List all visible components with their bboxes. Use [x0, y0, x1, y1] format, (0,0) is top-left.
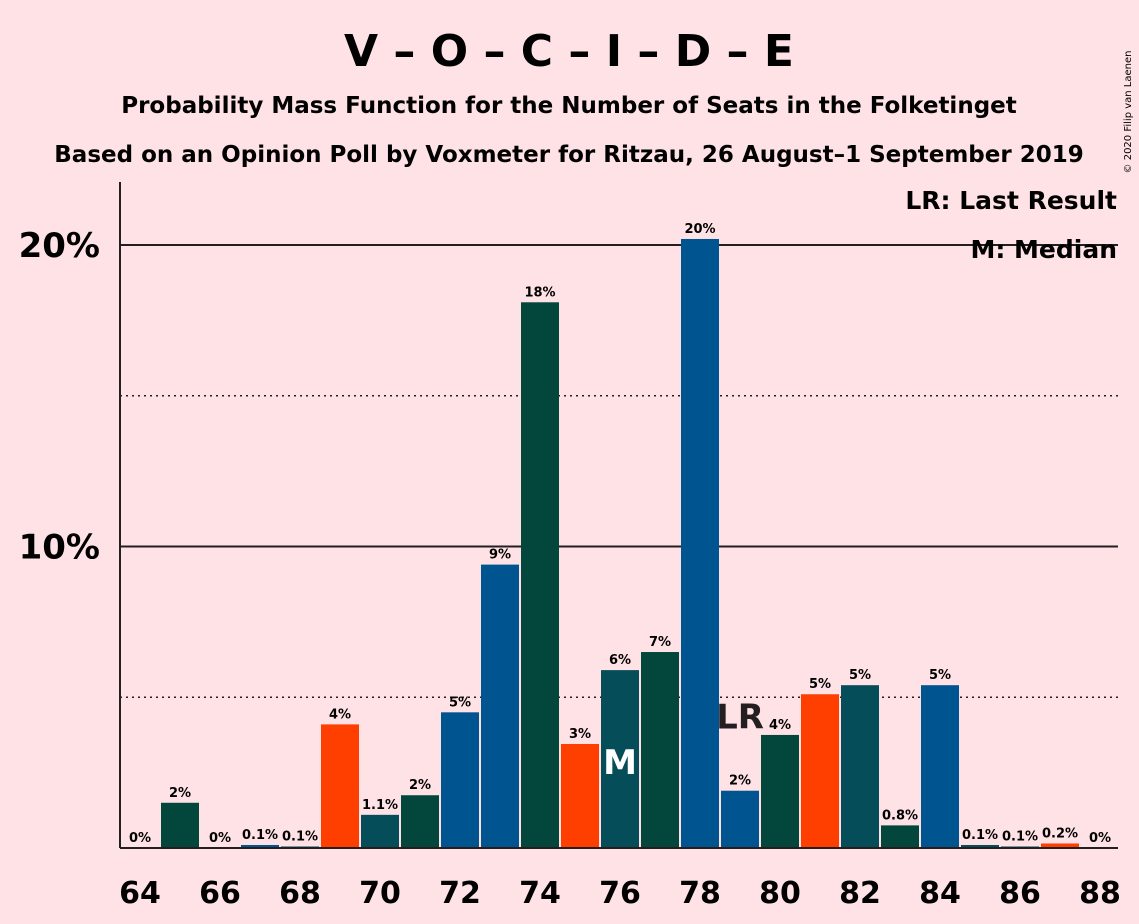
data-label-69: 4% — [329, 707, 351, 722]
median-marker: M — [603, 743, 637, 783]
data-labels: 0% 2% 0% 0.1% 0.1% 4% 1.1% 2% 5% 9% 18% 3% 6% 7% 20% 2%… — [129, 222, 1111, 846]
bar-69 — [321, 724, 359, 848]
markers: M LR — [603, 698, 764, 783]
data-label-70: 1.1% — [362, 798, 398, 813]
bar-82 — [841, 685, 879, 848]
chart-subtitle-1: Probability Mass Function for the Number… — [121, 93, 1017, 119]
legend-last-result: LR: Last Result — [905, 186, 1117, 215]
x-tick-labels: 64 66 68 70 72 74 76 78 80 82 84 86 88 — [119, 876, 1121, 911]
bar-73 — [481, 564, 519, 848]
bar-85 — [961, 844, 999, 848]
x-tick-76: 76 — [599, 876, 641, 911]
data-label-67: 0.1% — [242, 828, 278, 843]
x-tick-64: 64 — [119, 876, 161, 911]
last-result-marker: LR — [716, 698, 764, 738]
x-tick-74: 74 — [519, 876, 561, 911]
x-tick-82: 82 — [839, 876, 881, 911]
data-label-83: 0.8% — [882, 808, 918, 823]
chart-subtitle-2: Based on an Opinion Poll by Voxmeter for… — [54, 142, 1083, 168]
bar-87 — [1041, 843, 1079, 848]
bar-71 — [401, 795, 439, 848]
bar-80 — [761, 734, 799, 848]
x-tick-88: 88 — [1079, 876, 1121, 911]
chart-title: V – O – C – I – D – E — [344, 26, 794, 77]
data-label-64: 0% — [129, 831, 151, 846]
x-tick-78: 78 — [679, 876, 721, 911]
data-label-79: 2% — [729, 774, 751, 789]
x-tick-80: 80 — [759, 876, 801, 911]
x-tick-84: 84 — [919, 876, 961, 911]
data-label-77: 7% — [649, 635, 671, 650]
bar-65 — [161, 802, 199, 848]
data-label-85: 0.1% — [962, 828, 998, 843]
data-label-86: 0.1% — [1002, 829, 1038, 844]
data-label-76: 6% — [609, 653, 631, 668]
data-label-81: 5% — [809, 677, 831, 692]
data-label-65: 2% — [169, 786, 191, 801]
y-tick-20: 20% — [19, 226, 100, 266]
data-label-73: 9% — [489, 548, 511, 563]
data-label-68: 0.1% — [282, 829, 318, 844]
copyright-note: © 2020 Filip van Laenen — [1123, 51, 1134, 174]
data-label-87: 0.2% — [1042, 826, 1078, 841]
data-label-84: 5% — [929, 668, 951, 683]
bar-70 — [361, 814, 399, 848]
data-label-74: 18% — [524, 285, 555, 300]
bar-83 — [881, 825, 919, 848]
data-label-82: 5% — [849, 668, 871, 683]
data-label-66: 0% — [209, 831, 231, 846]
data-label-71: 2% — [409, 778, 431, 793]
bar-77 — [641, 652, 679, 848]
data-label-80: 4% — [769, 718, 791, 733]
x-tick-72: 72 — [439, 876, 481, 911]
bar-81 — [801, 694, 839, 848]
bar-79 — [721, 790, 759, 848]
gridlines — [120, 244, 1118, 698]
axes — [119, 182, 1118, 849]
y-tick-10: 10% — [19, 528, 100, 568]
bar-75 — [561, 743, 599, 848]
bar-84 — [921, 685, 959, 848]
data-label-75: 3% — [569, 727, 591, 742]
bar-72 — [441, 712, 479, 848]
bars — [161, 238, 1079, 849]
bar-78 — [681, 238, 719, 849]
bar-74 — [521, 302, 559, 848]
y-tick-labels: 10% 20% — [19, 226, 100, 568]
legend-median: M: Median — [970, 235, 1117, 264]
data-label-72: 5% — [449, 695, 471, 710]
x-tick-86: 86 — [999, 876, 1041, 911]
x-tick-68: 68 — [279, 876, 321, 911]
x-tick-70: 70 — [359, 876, 401, 911]
bar-76 — [601, 670, 639, 848]
bar-67 — [241, 844, 279, 848]
x-tick-66: 66 — [199, 876, 241, 911]
data-label-88: 0% — [1089, 831, 1111, 846]
data-label-78: 20% — [684, 222, 715, 237]
